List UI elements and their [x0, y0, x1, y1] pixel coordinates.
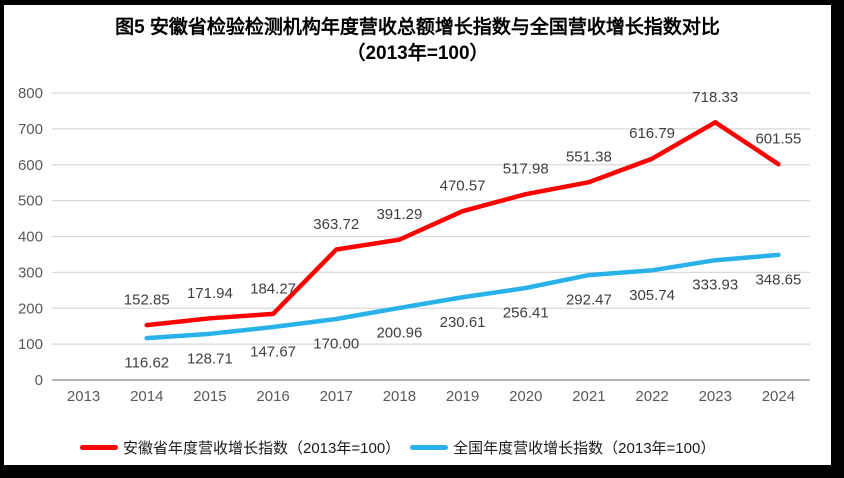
data-label: 170.00 [313, 336, 359, 353]
x-axis-tick-label: 2015 [193, 388, 226, 405]
x-axis-tick-label: 2024 [762, 388, 795, 405]
data-label: 517.98 [503, 161, 549, 178]
legend-label-1: 全国年度营收增长指数（2013年=100） [453, 440, 716, 457]
data-label: 391.29 [376, 206, 422, 223]
chart-legend: 安徽省年度营收增长指数（2013年=100） 全国年度营收增长指数（2013年=1… [80, 437, 715, 458]
y-axis-tick-label: 600 [18, 157, 43, 174]
x-axis-tick-label: 2022 [635, 388, 668, 405]
y-axis-tick-label: 500 [18, 193, 43, 210]
chart-title: 图5 安徽省检验检测机构年度营收总额增长指数与全国营收增长指数对比 [115, 17, 720, 38]
data-label: 200.96 [376, 324, 422, 341]
series-line-1 [144, 252, 781, 341]
x-axis-tick-label: 2017 [320, 388, 353, 405]
y-axis-tick-label: 800 [18, 85, 43, 102]
series-line-0 [144, 120, 781, 328]
x-axis-tick-label: 2023 [699, 388, 732, 405]
y-axis-tick-label: 200 [18, 300, 43, 317]
data-label: 184.27 [250, 280, 296, 297]
x-axis-tick-label: 2018 [383, 388, 416, 405]
x-axis-tick-label: 2014 [130, 388, 163, 405]
data-label: 616.79 [629, 125, 675, 142]
y-axis-tick-label: 300 [18, 264, 43, 281]
y-axis-tick-label: 400 [18, 229, 43, 246]
data-label: 348.65 [755, 271, 801, 288]
x-axis-tick-label: 2021 [572, 388, 605, 405]
data-label: 718.33 [692, 89, 738, 106]
y-axis-tick-label: 100 [18, 336, 43, 353]
y-axis-tick-label: 0 [35, 372, 43, 389]
data-label: 363.72 [313, 216, 359, 233]
line-chart: 0 100 200 300 400 500 600 700 800 2013 2014 2015 201… [18, 85, 810, 405]
legend-swatch-1 [410, 445, 449, 450]
data-label: 333.93 [692, 277, 738, 294]
data-label: 551.38 [566, 149, 612, 166]
data-label: 256.41 [503, 305, 549, 322]
data-label: 147.67 [250, 344, 296, 361]
y-axis-tick-label: 700 [18, 121, 43, 138]
legend-item-1: 全国年度营收增长指数（2013年=100） [410, 437, 715, 458]
data-label: 601.55 [755, 131, 801, 148]
x-axis-tick-label: 2013 [67, 388, 100, 405]
chart-canvas: 图5 安徽省检验检测机构年度营收总额增长指数与全国营收增长指数对比 （2013年… [4, 5, 831, 465]
legend-label-0: 安徽省年度营收增长指数（2013年=100） [123, 440, 401, 457]
data-label: 152.85 [124, 292, 170, 309]
x-axis-tick-label: 2020 [509, 388, 542, 405]
chart-subtitle: （2013年=100） [346, 43, 489, 64]
chart-title-block: 图5 安徽省检验检测机构年度营收总额增长指数与全国营收增长指数对比 （2013年… [4, 15, 831, 67]
x-axis-tick-label: 2016 [256, 388, 289, 405]
data-label: 116.62 [124, 355, 169, 372]
data-label: 230.61 [440, 314, 486, 331]
data-label: 128.71 [187, 350, 233, 367]
legend-swatch-0 [80, 445, 118, 450]
data-label: 171.94 [187, 285, 233, 302]
data-label: 470.57 [440, 178, 486, 195]
x-axis-tick-label: 2019 [446, 388, 479, 405]
data-label: 305.74 [629, 287, 675, 304]
legend-item-0: 安徽省年度营收增长指数（2013年=100） [80, 437, 400, 458]
data-label: 292.47 [566, 292, 612, 309]
